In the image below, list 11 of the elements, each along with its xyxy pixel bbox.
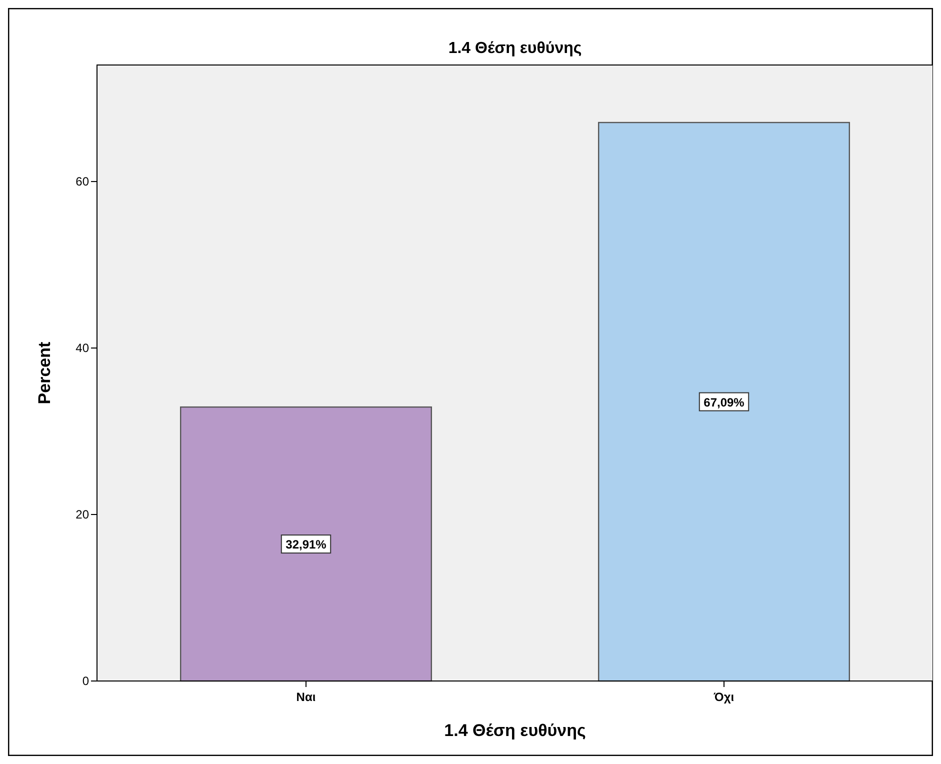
x-tick-label: Όχι — [712, 690, 734, 704]
x-axis-title: 1.4 Θέση ευθύνης — [444, 721, 586, 740]
data-label: 67,09% — [704, 395, 745, 410]
y-tick-label: 40 — [76, 341, 90, 356]
y-tick-label: 60 — [76, 174, 90, 189]
y-axis-title: Percent — [35, 341, 54, 404]
y-tick-label: 0 — [82, 674, 90, 688]
chart-title: 1.4 Θέση ευθύνης — [448, 40, 582, 57]
data-label: 32,91% — [286, 538, 327, 552]
x-tick-label: Ναι — [296, 690, 316, 704]
y-tick-label: 20 — [76, 508, 90, 522]
